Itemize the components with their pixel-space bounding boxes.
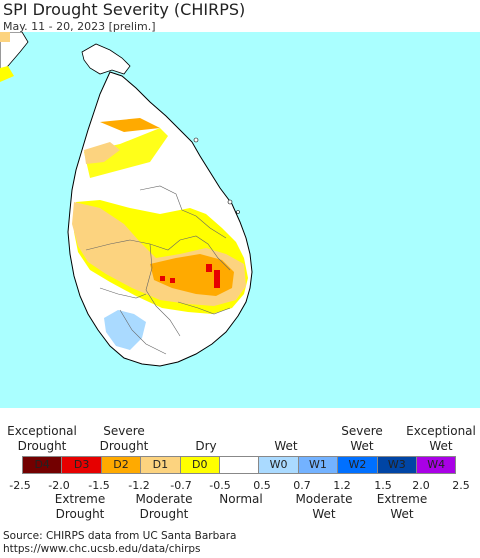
legend-label-moderate-wet: Moderate Wet [295,492,353,521]
source-line-1: Source: CHIRPS data from UC Santa Barbar… [3,530,237,542]
legend-label-normal: Normal [219,492,263,506]
legend-box-w3: W3 [376,456,417,474]
d3-spot-3 [160,276,165,281]
source-note: Source: CHIRPS data from UC Santa Barbar… [3,530,236,556]
legend-label-extreme-wet: Extreme Wet [376,492,428,521]
legend-label-wet: Wet [274,439,298,453]
jaffna-peninsula [81,43,131,75]
d1-north [84,142,120,164]
d2-region [100,118,234,296]
legend-tick: -0.5 [209,479,231,492]
legend-tick: 2.0 [412,479,430,492]
legend-box-w4: W4 [416,456,457,474]
legend-label-extreme-drought: Extreme Drought [54,492,106,521]
drought-map [0,32,480,408]
legend-box-d2: D2 [100,456,142,474]
legend-box-d0: D0 [179,456,220,474]
legend-tick: 0.5 [253,479,271,492]
legend-box-d3: D3 [61,456,102,474]
d3-spot-4 [170,278,175,283]
islet-2 [236,210,240,214]
legend-tick: 0.7 [293,479,311,492]
d3-spot-1 [206,264,212,272]
legend-label-exceptional-wet: Exceptional Wet [406,424,476,453]
legend-tick: 1.2 [333,479,351,492]
legend-label-severe-drought: Severe Drought [99,424,149,453]
map-svg [0,32,480,408]
legend-box-w1: W1 [297,456,339,474]
legend-box-w0: W0 [258,456,299,474]
legend-label-dry: Dry [195,439,217,453]
legend-tick: 1.5 [374,479,392,492]
legend-tick: -0.7 [170,479,192,492]
legend-tick: -2.5 [9,479,31,492]
legend-tick: -1.5 [88,479,110,492]
d0-north [84,128,168,178]
india-drought-patch [0,32,10,42]
legend-box-normal [219,456,260,474]
legend-label-moderate-drought: Moderate Drought [135,492,193,521]
source-line-2: https://www.chc.ucsb.edu/data/chirps [3,543,201,555]
legend-label-severe-wet: Severe Wet [341,424,383,453]
legend-box-w2: W2 [337,456,378,474]
legend-tick: 2.5 [452,479,470,492]
islet-3 [193,137,199,143]
page-title: SPI Drought Severity (CHIRPS) [3,0,246,19]
legend-box-d1: D1 [140,456,181,474]
province-boundaries [85,185,231,355]
legend-tick: -2.0 [48,479,70,492]
islet-1 [227,199,233,205]
w0-region [104,310,146,350]
legend-box-d4: D4 [22,456,63,474]
india-dry-patch [0,66,14,82]
d3-spot-2 [214,270,220,288]
date-subtitle: May. 11 - 20, 2023 [prelim.] [3,20,156,33]
legend-label-exceptional-drought: Exceptional Drought [7,424,77,453]
legend-tick: -1.2 [128,479,150,492]
